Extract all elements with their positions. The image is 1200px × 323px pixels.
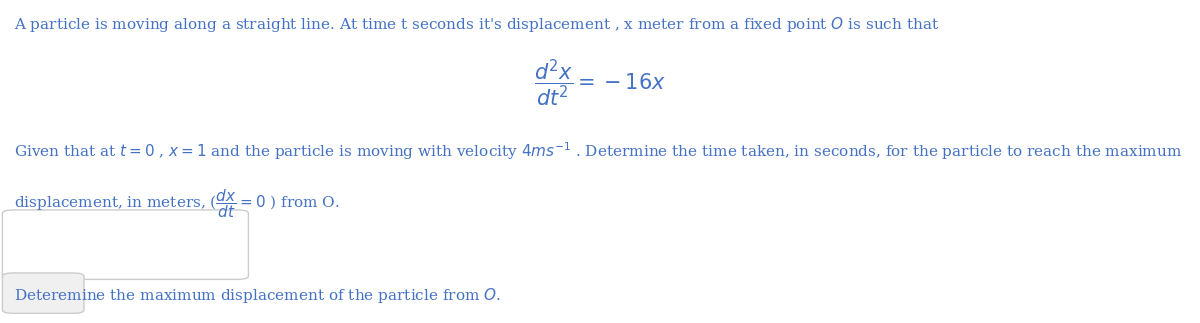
FancyBboxPatch shape [2, 210, 248, 279]
Text: Given that at $t = 0$ , $x = 1$ and the particle is moving with velocity $4ms^{-: Given that at $t = 0$ , $x = 1$ and the … [14, 141, 1183, 162]
Text: Deteremine the maximum displacement of the particle from $O$.: Deteremine the maximum displacement of t… [14, 286, 502, 305]
FancyBboxPatch shape [2, 273, 84, 313]
Text: $\dfrac{d^2x}{dt^2} = -16x$: $\dfrac{d^2x}{dt^2} = -16x$ [534, 58, 666, 109]
Text: A particle is moving along a straight line. At time t seconds it's displacement : A particle is moving along a straight li… [14, 15, 940, 34]
Text: displacement, in meters, ($\dfrac{dx}{dt} = 0$ ) from O.: displacement, in meters, ($\dfrac{dx}{dt… [14, 187, 341, 220]
